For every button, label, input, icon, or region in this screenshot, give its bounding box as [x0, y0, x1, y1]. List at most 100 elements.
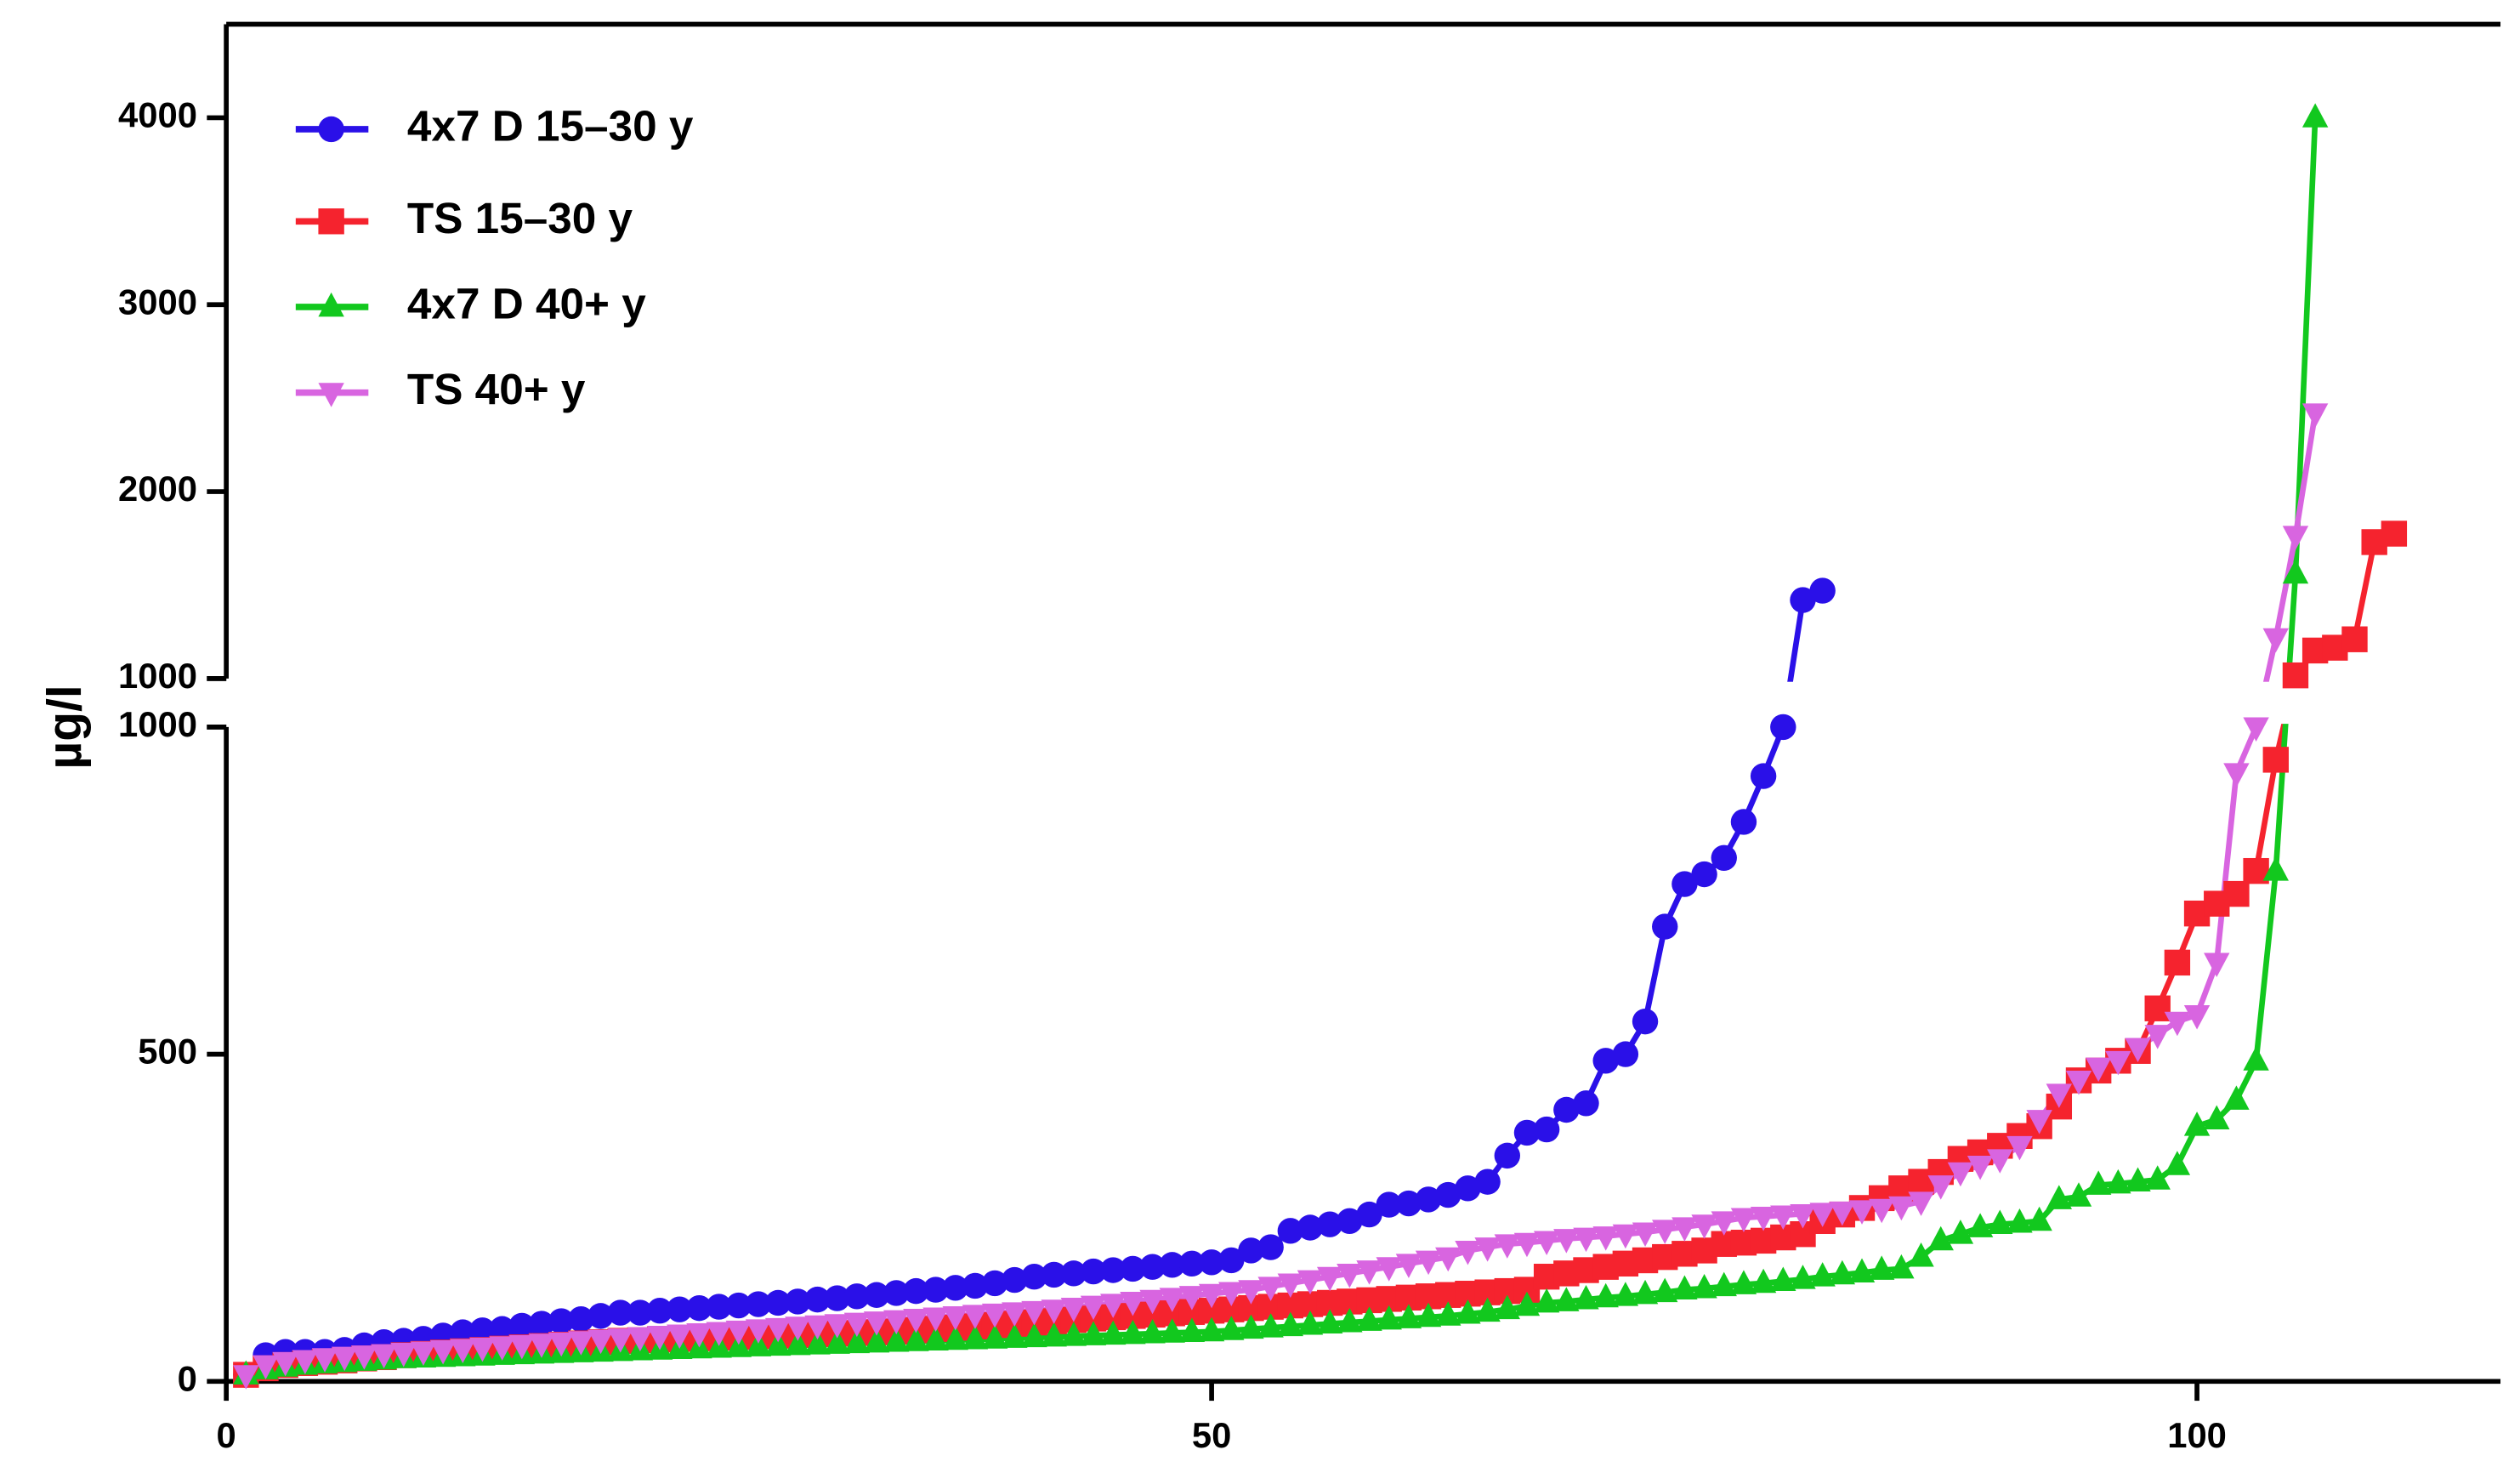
marker — [351, 1345, 377, 1370]
marker — [469, 1337, 496, 1362]
marker — [2301, 403, 2329, 428]
marker — [686, 1322, 712, 1348]
marker — [1002, 1302, 1028, 1327]
marker — [607, 1328, 633, 1353]
marker — [1927, 1175, 1954, 1200]
marker — [981, 1324, 1008, 1349]
series-markers — [233, 577, 1836, 1388]
marker — [725, 1292, 752, 1319]
marker — [1652, 1277, 1678, 1303]
marker — [1455, 1241, 1481, 1265]
marker — [1711, 844, 1737, 871]
marker — [1553, 1229, 1580, 1254]
marker — [1178, 1317, 1206, 1343]
marker — [2125, 1038, 2151, 1063]
marker — [962, 1324, 989, 1350]
marker — [1750, 1268, 1777, 1294]
marker — [1080, 1295, 1107, 1321]
y-tick-label: 0 — [178, 1358, 197, 1398]
marker — [1021, 1322, 1047, 1348]
marker — [1730, 1208, 1757, 1233]
marker — [646, 1298, 673, 1324]
marker — [1829, 1259, 1856, 1285]
legend-label: TS 15–30 y — [407, 194, 633, 242]
marker — [1159, 1288, 1185, 1312]
marker — [2223, 1085, 2250, 1110]
marker — [1967, 1156, 1994, 1180]
marker — [863, 1311, 890, 1336]
marker — [1002, 1266, 1028, 1294]
marker — [1120, 1255, 1146, 1282]
marker — [1435, 1247, 1461, 1272]
marker — [1632, 1008, 1659, 1035]
marker — [785, 1330, 811, 1356]
marker — [981, 1303, 1008, 1328]
marker — [1494, 1142, 1520, 1169]
marker — [548, 1308, 575, 1334]
marker — [1198, 1249, 1225, 1276]
marker — [1474, 1237, 1501, 1262]
marker — [2204, 952, 2230, 977]
marker — [318, 208, 344, 235]
marker — [1494, 1234, 1520, 1259]
marker — [1021, 1300, 1047, 1326]
marker — [1218, 1316, 1245, 1340]
marker — [489, 1316, 515, 1342]
marker — [2046, 1083, 2073, 1108]
marker — [1533, 1231, 1560, 1255]
marker — [548, 1332, 575, 1357]
marker — [1297, 1214, 1324, 1241]
marker — [1770, 714, 1796, 741]
marker — [1238, 1237, 1264, 1264]
y-tick-label: 4000 — [118, 94, 197, 134]
marker — [1297, 1311, 1324, 1335]
marker — [1435, 1301, 1461, 1326]
y-tick-label: 3000 — [118, 281, 197, 321]
marker — [1533, 1116, 1560, 1143]
marker — [1337, 1307, 1363, 1333]
marker — [1908, 1242, 1934, 1267]
marker — [922, 1307, 949, 1333]
marker — [1159, 1318, 1185, 1343]
marker — [903, 1327, 929, 1351]
marker — [1533, 1288, 1560, 1313]
marker — [1809, 1203, 1836, 1227]
marker — [843, 1283, 871, 1310]
marker — [2183, 1112, 2211, 1136]
marker — [2282, 526, 2309, 550]
marker — [1730, 1270, 1757, 1294]
marker — [1041, 1322, 1067, 1347]
marker — [883, 1310, 910, 1335]
marker — [1120, 1292, 1146, 1316]
marker — [1573, 1227, 1599, 1253]
series-markers — [233, 403, 2329, 1390]
marker — [2105, 1168, 2131, 1194]
marker — [1238, 1314, 1264, 1339]
marker — [903, 1277, 929, 1305]
marker — [1947, 1220, 1974, 1244]
marker — [1494, 1294, 1520, 1320]
marker — [2026, 1110, 2052, 1134]
marker — [1869, 1198, 1895, 1224]
marker — [1218, 1247, 1245, 1274]
marker — [1513, 1291, 1541, 1316]
legend-label: 4x7 D 40+ y — [407, 280, 646, 328]
marker — [1809, 1262, 1836, 1287]
marker — [627, 1327, 654, 1352]
marker — [2243, 1046, 2269, 1071]
marker — [1316, 1309, 1343, 1334]
marker — [1100, 1294, 1127, 1318]
marker — [1021, 1264, 1047, 1290]
marker — [568, 1331, 594, 1356]
marker — [903, 1309, 929, 1333]
marker — [942, 1275, 968, 1301]
marker — [1100, 1257, 1127, 1283]
marker — [2341, 626, 2368, 652]
marker — [2282, 662, 2309, 689]
marker — [2262, 856, 2289, 881]
marker — [2282, 559, 2309, 584]
marker — [2085, 1057, 2112, 1083]
marker — [1790, 1203, 1816, 1229]
marker — [528, 1333, 555, 1358]
